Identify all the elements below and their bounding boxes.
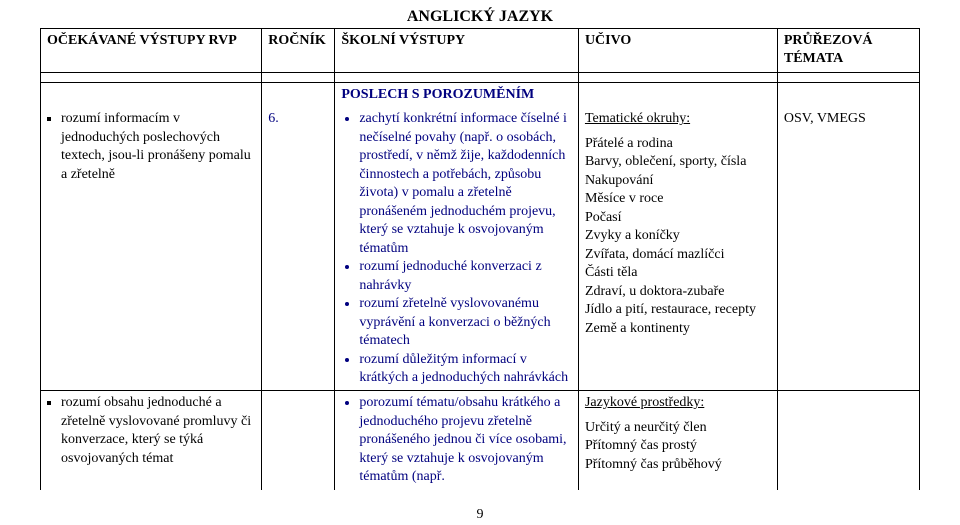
content-row-1: rozumí informacím v jednoduchých poslech… bbox=[41, 107, 920, 391]
ucivo-line: Nakupování bbox=[585, 172, 771, 190]
ucivo-cell: Jazykové prostředky: Určitý a neurčitý č… bbox=[578, 391, 777, 490]
curriculum-table: OČEKÁVANÉ VÝSTUPY RVP ROČNÍK ŠKOLNÍ VÝST… bbox=[40, 28, 920, 490]
content-row-2: rozumí obsahu jednoduché a zřetelně vysl… bbox=[41, 391, 920, 490]
header-rvp: OČEKÁVANÉ VÝSTUPY RVP bbox=[41, 29, 262, 73]
skolni-list: zachytí konkrétní informace číselné i ne… bbox=[341, 110, 572, 387]
ucivo-cell: Tematické okruhy: Přátelé a rodina Barvy… bbox=[578, 107, 777, 391]
skolni-item: rozumí důležitým informací v krátkých a … bbox=[359, 351, 572, 388]
rocnik-cell: 6. bbox=[262, 107, 335, 391]
rvp-list: rozumí obsahu jednoduché a zřetelně vysl… bbox=[47, 394, 255, 468]
ucivo-line: Barvy, oblečení, sporty, čísla bbox=[585, 153, 771, 171]
ucivo-line: Jídlo a pití, restaurace, recepty bbox=[585, 301, 771, 319]
skolni-item: rozumí jednoduché konverzaci z nahrávky bbox=[359, 258, 572, 295]
skolni-item: rozumí zřetelně vyslovovanému vyprávění … bbox=[359, 295, 572, 350]
rvp-item: rozumí informacím v jednoduchých poslech… bbox=[61, 110, 255, 184]
header-row: OČEKÁVANÉ VÝSTUPY RVP ROČNÍK ŠKOLNÍ VÝST… bbox=[41, 29, 920, 73]
skolni-item: porozumí tématu/obsahu krátkého a jednod… bbox=[359, 394, 572, 486]
header-rocnik: ROČNÍK bbox=[262, 29, 335, 73]
ucivo-heading: Tematické okruhy: bbox=[585, 111, 690, 126]
ucivo-line: Části těla bbox=[585, 264, 771, 282]
section-heading: POSLECH S POROZUMĚNÍM bbox=[341, 87, 534, 102]
pt-cell: OSV, VMEGS bbox=[777, 107, 919, 391]
header-skolni: ŠKOLNÍ VÝSTUPY bbox=[335, 29, 579, 73]
skolni-item: zachytí konkrétní informace číselné i ne… bbox=[359, 110, 572, 258]
rvp-item: rozumí obsahu jednoduché a zřetelně vysl… bbox=[61, 394, 255, 468]
skolni-list: porozumí tématu/obsahu krátkého a jednod… bbox=[341, 394, 572, 486]
ucivo-line: Země a kontinenty bbox=[585, 320, 771, 338]
ucivo-line: Určitý a neurčitý člen bbox=[585, 419, 771, 437]
header-ucivo: UČIVO bbox=[578, 29, 777, 73]
ucivo-line: Měsíce v roce bbox=[585, 190, 771, 208]
ucivo-line: Počasí bbox=[585, 209, 771, 227]
subject-title: ANGLICKÝ JAZYK bbox=[40, 8, 920, 26]
ucivo-line: Zvířata, domácí mazlíčci bbox=[585, 246, 771, 264]
spacer-row bbox=[41, 72, 920, 82]
header-pt: PRŮŘEZOVÁ TÉMATA bbox=[777, 29, 919, 73]
page-number: 9 bbox=[0, 507, 960, 523]
ucivo-line: Zvyky a koníčky bbox=[585, 227, 771, 245]
section-heading-row: POSLECH S POROZUMĚNÍM bbox=[41, 82, 920, 107]
ucivo-line: Zdraví, u doktora-zubaře bbox=[585, 283, 771, 301]
ucivo-line: Přítomný čas průběhový bbox=[585, 456, 771, 474]
ucivo-line: Přátelé a rodina bbox=[585, 135, 771, 153]
ucivo-line: Přítomný čas prostý bbox=[585, 437, 771, 455]
page-root: ANGLICKÝ JAZYK OČEKÁVANÉ VÝSTUPY RVP ROČ… bbox=[0, 0, 960, 525]
rvp-list: rozumí informacím v jednoduchých poslech… bbox=[47, 110, 255, 184]
ucivo-heading: Jazykové prostředky: bbox=[585, 395, 704, 410]
